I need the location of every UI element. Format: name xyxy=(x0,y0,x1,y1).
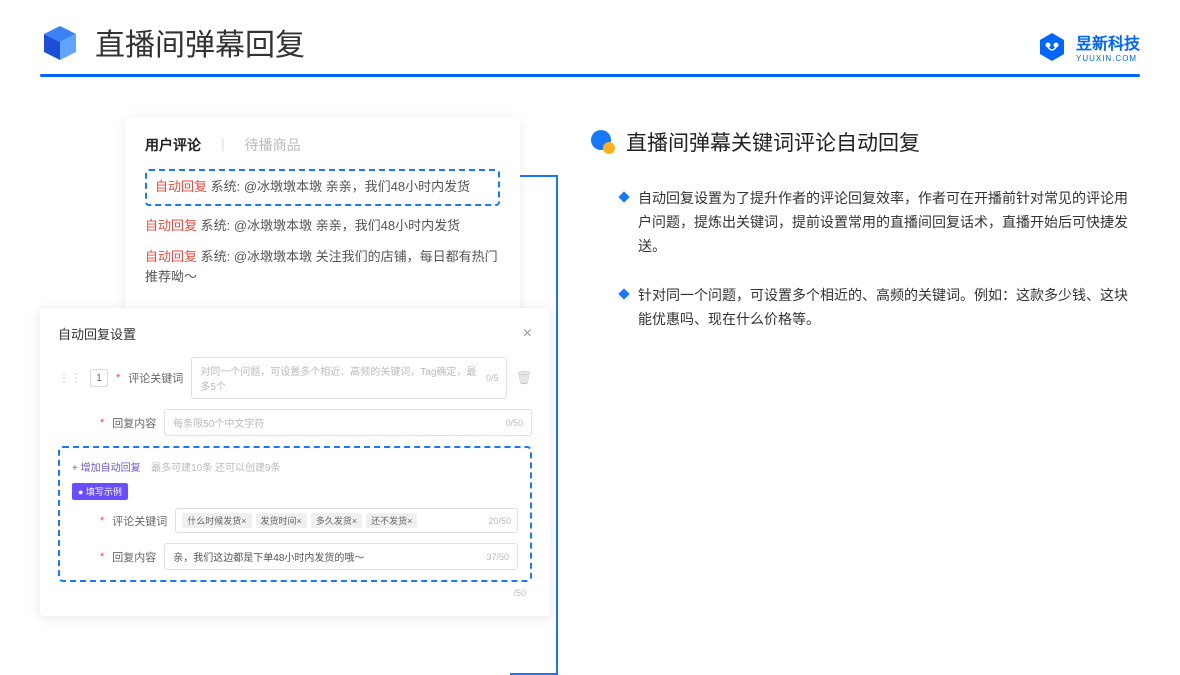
connector-line xyxy=(518,175,558,177)
row-number: 1 xyxy=(90,369,108,387)
content-label: 回复内容 xyxy=(112,415,156,431)
example-badge: ● 填写示例 xyxy=(72,483,128,500)
comments-panel: 用户评论 | 待播商品 自动回复 系统: @冰墩墩本墩 亲亲，我们48小时内发货… xyxy=(125,117,520,316)
char-counter: 37/50 xyxy=(486,552,509,562)
example-keyword-input[interactable]: 什么时候发货× 发货时间× 多久发货× 还不发货× 20/50 xyxy=(175,508,518,533)
required-star: * xyxy=(100,515,104,527)
comment-text: 系统: @冰墩墩本墩 亲亲，我们48小时内发货 xyxy=(207,179,470,194)
bullet-item: 自动回复设置为了提升作者的评论回复效率，作者可在开播前针对常见的评论用户问题，提… xyxy=(590,187,1140,258)
tab-user-comments[interactable]: 用户评论 xyxy=(145,135,201,155)
chat-bubble-icon xyxy=(590,129,616,155)
outer-counter: /50 xyxy=(58,588,532,598)
diamond-bullet-icon xyxy=(618,191,629,202)
content-input[interactable]: 每条限50个中文字符 0/50 xyxy=(164,409,532,436)
comment-text: 系统: @冰墩墩本墩 关注我们的店铺，每日都有热门推荐呦～ xyxy=(145,249,498,285)
cube-logo-icon xyxy=(40,22,80,62)
char-counter: 0/50 xyxy=(505,418,523,428)
comment-text: 系统: @冰墩墩本墩 亲亲，我们48小时内发货 xyxy=(197,218,460,233)
char-counter: 20/50 xyxy=(488,516,511,526)
auto-reply-badge: 自动回复 xyxy=(145,218,197,233)
close-icon[interactable]: × xyxy=(523,325,532,343)
brand-mark-icon xyxy=(1036,31,1068,63)
drag-handle-icon[interactable]: ⋮⋮ xyxy=(58,371,82,385)
diamond-bullet-icon xyxy=(618,289,629,300)
char-counter: 0/5 xyxy=(486,373,499,383)
keyword-label: 评论关键词 xyxy=(128,370,183,386)
example-content-input[interactable]: 亲，我们这边都是下单48小时内发货的哦～ 37/50 xyxy=(164,543,518,570)
add-reply-link[interactable]: + 增加自动回复 xyxy=(72,459,141,474)
keyword-tag[interactable]: 什么时候发货× xyxy=(182,513,251,528)
placeholder-text: 对同一个问题，可设置多个相近、高频的关键词，Tag确定，最多5个 xyxy=(200,363,486,393)
bullet-item: 针对同一个问题，可设置多个相近的、高频的关键词。例如：这款多少钱、这块能优惠吗、… xyxy=(590,284,1140,332)
placeholder-text: 每条限50个中文字符 xyxy=(173,415,264,430)
auto-reply-badge: 自动回复 xyxy=(145,249,197,264)
modal-title: 自动回复设置 xyxy=(58,324,136,343)
page-title: 直播间弹幕回复 xyxy=(95,20,305,64)
content-label: 回复内容 xyxy=(112,549,156,565)
add-hint: 最多可建10条 还可以创建9条 xyxy=(151,463,280,474)
auto-reply-badge: 自动回复 xyxy=(155,179,207,194)
example-region: + 增加自动回复 最多可建10条 还可以创建9条 ● 填写示例 * 评论关键词 … xyxy=(58,446,532,582)
keyword-tag[interactable]: 还不发货× xyxy=(366,513,417,528)
tab-pending-goods[interactable]: 待播商品 xyxy=(245,135,301,155)
delete-icon[interactable]: 🗑 xyxy=(515,370,532,386)
brand-name-en: YUUXIN.COM xyxy=(1076,54,1140,63)
input-value: 亲，我们这边都是下单48小时内发货的哦～ xyxy=(173,549,364,564)
highlighted-comment: 自动回复 系统: @冰墩墩本墩 亲亲，我们48小时内发货 xyxy=(145,169,500,206)
brand-name-cn: 昱新科技 xyxy=(1076,30,1140,54)
required-star: * xyxy=(116,372,120,384)
tab-separator: | xyxy=(221,135,225,155)
required-star: * xyxy=(100,551,104,563)
required-star: * xyxy=(100,417,104,429)
keyword-input[interactable]: 对同一个问题，可设置多个相近、高频的关键词，Tag确定，最多5个 0/5 xyxy=(191,357,507,399)
brand-logo: 昱新科技 YUUXIN.COM xyxy=(1036,30,1140,63)
keyword-tag[interactable]: 多久发货× xyxy=(311,513,362,528)
bullet-text: 自动回复设置为了提升作者的评论回复效率，作者可在开播前针对常见的评论用户问题，提… xyxy=(638,187,1140,258)
bullet-text: 针对同一个问题，可设置多个相近的、高频的关键词。例如：这款多少钱、这块能优惠吗、… xyxy=(638,284,1140,332)
section-title: 直播间弹幕关键词评论自动回复 xyxy=(626,127,920,157)
keyword-tag[interactable]: 发货时间× xyxy=(256,513,307,528)
keyword-label: 评论关键词 xyxy=(112,513,167,529)
settings-modal: 自动回复设置 × ⋮⋮ 1 * 评论关键词 对同一个问题，可设置多个相近、高频的… xyxy=(40,308,550,616)
